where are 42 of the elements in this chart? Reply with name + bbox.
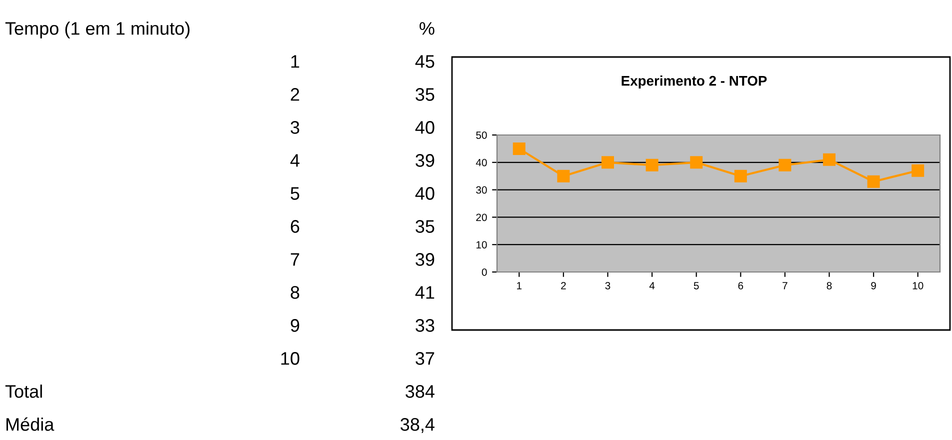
x-tick-label: 7 [782, 282, 788, 290]
text: 38,4 [400, 418, 434, 433]
category-label: 6 [290, 220, 300, 233]
y-tick-label: 10 [476, 241, 487, 248]
x-tick-label: 8 [826, 282, 832, 290]
text: 39 [416, 253, 434, 266]
text: 384 [406, 385, 434, 398]
x-tick-label: 5 [694, 282, 699, 290]
text: 37 [416, 352, 434, 365]
text: Média [6, 417, 54, 431]
x-tick-label: 3 [605, 282, 610, 290]
x-tick-label: 9 [871, 282, 876, 290]
text: 35 [416, 220, 434, 233]
y-tick-label: 40 [476, 158, 487, 166]
text: Total [5, 384, 42, 398]
text: 35 [416, 88, 434, 101]
category-label: 7 [290, 253, 300, 266]
category-label: 4 [290, 154, 300, 167]
x-tick-label: 6 [738, 282, 744, 290]
x-tick-label: 10 [912, 282, 924, 290]
x-tick-label: 2 [561, 282, 566, 290]
category-label: 2 [290, 88, 300, 101]
category-label: 5 [290, 187, 300, 200]
y-tick-label: 20 [476, 214, 487, 222]
text: 45 [415, 55, 434, 68]
text: 40 [415, 121, 434, 134]
y-tick-label: 0 [482, 268, 487, 276]
text: 33 [416, 319, 434, 332]
text: 39 [416, 154, 434, 167]
category-label: 1 [291, 55, 300, 68]
x-tick-label: 1 [517, 282, 522, 290]
x-tick-label: 4 [649, 282, 655, 290]
text: % [420, 22, 434, 35]
chart-title: Experimento 2 - NTOP [622, 76, 767, 88]
y-tick-label: 50 [476, 132, 487, 139]
y-tick-label: 30 [476, 186, 487, 194]
text: 40 [415, 187, 434, 200]
category-label: 9 [290, 319, 300, 332]
text: 41 [415, 286, 434, 299]
category-label: 3 [290, 121, 300, 134]
text: Tempo (1 em 1 minuto) [5, 22, 190, 38]
category-label: 10 [281, 352, 300, 365]
